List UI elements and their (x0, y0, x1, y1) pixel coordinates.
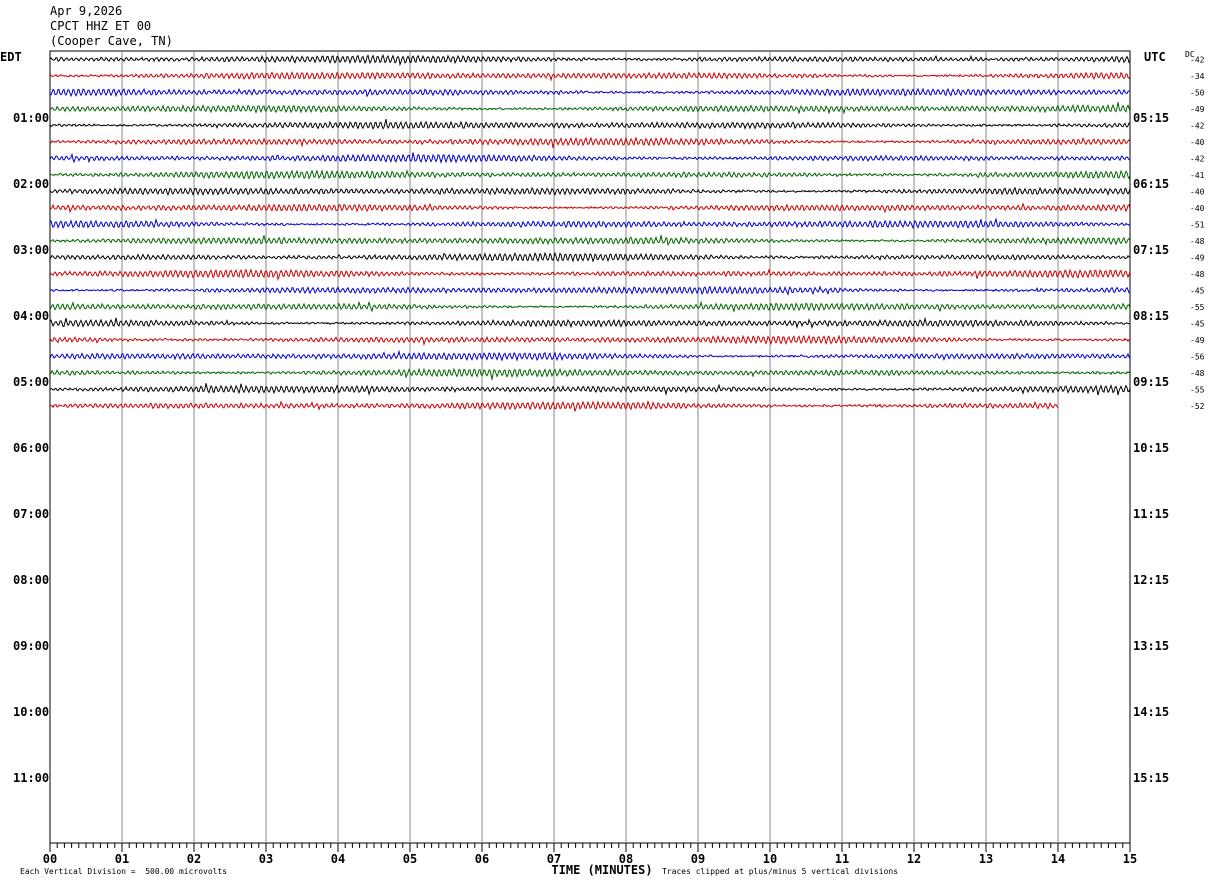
dc-offset-value: -50 (1190, 88, 1205, 97)
dc-offset-value: -52 (1190, 402, 1205, 411)
x-tick-label: 05 (403, 852, 417, 866)
plot-date: Apr 9,2026 (50, 4, 123, 18)
right-hour-label: 12:15 (1133, 573, 1169, 587)
left-hour-label: 02:00 (13, 177, 49, 191)
dc-offset-value: -42 (1190, 55, 1205, 64)
left-hour-label: 01:00 (13, 111, 49, 125)
dc-offset-value: -45 (1190, 286, 1205, 295)
right-hour-label: 09:15 (1133, 375, 1169, 389)
seismic-trace (49, 383, 1131, 396)
dc-offset-value: -40 (1190, 187, 1205, 196)
dc-offset-value: -45 (1190, 319, 1205, 328)
left-hour-label: 11:00 (13, 771, 49, 785)
seismic-trace (49, 285, 1131, 296)
left-hour-label: 05:00 (13, 375, 49, 389)
x-tick-label: 08 (619, 852, 633, 866)
right-hour-label: 15:15 (1133, 771, 1169, 785)
x-tick-label: 11 (835, 852, 849, 866)
right-hour-label: 14:15 (1133, 705, 1169, 719)
dc-offset-value: -55 (1190, 303, 1205, 312)
seismic-trace (49, 268, 1131, 281)
dc-offset-value: -48 (1190, 237, 1205, 246)
seismic-trace (49, 251, 1131, 263)
left-hour-label: 07:00 (13, 507, 49, 521)
right-hour-label: 05:15 (1133, 111, 1169, 125)
left-timezone-label: EDT (0, 50, 22, 64)
x-tick-label: 15 (1123, 852, 1137, 866)
dc-offset-value: -42 (1190, 121, 1205, 130)
seismic-trace (49, 87, 1131, 98)
dc-offset-value: -49 (1190, 105, 1205, 114)
left-hour-label: 10:00 (13, 705, 49, 719)
x-tick-label: 03 (259, 852, 273, 866)
seismic-trace (49, 334, 1131, 347)
dc-offset-value: -49 (1190, 336, 1205, 345)
seismic-trace (49, 217, 1131, 230)
right-hour-label: 10:15 (1133, 441, 1169, 455)
dc-offset-value: -55 (1190, 385, 1205, 394)
dc-header-label: DC (1185, 50, 1195, 59)
seismic-trace (49, 53, 1131, 67)
seismic-trace (49, 234, 1131, 247)
x-tick-label: 10 (763, 852, 777, 866)
scale-note: Each Vertical Division = 500.00 microvol… (20, 867, 228, 876)
left-hour-label: 03:00 (13, 243, 49, 257)
station-location: (Cooper Cave, TN) (50, 34, 173, 48)
x-tick-label: 13 (979, 852, 993, 866)
seismic-trace (49, 102, 1131, 115)
dc-offset-value: -42 (1190, 154, 1205, 163)
seismic-trace (49, 399, 1059, 412)
right-hour-label: 11:15 (1133, 507, 1169, 521)
seismic-trace (49, 169, 1131, 180)
station-code: CPCT HHZ ET 00 (50, 19, 152, 33)
left-hour-label: 09:00 (13, 639, 49, 653)
seismic-trace (49, 118, 1131, 130)
x-axis-title: TIME (MINUTES) (551, 863, 652, 877)
seismic-trace (49, 71, 1131, 82)
x-tick-label: 00 (43, 852, 57, 866)
dc-offset-value: -34 (1190, 72, 1205, 81)
right-hour-label: 07:15 (1133, 243, 1169, 257)
seismic-trace (49, 186, 1131, 197)
left-hour-label: 04:00 (13, 309, 49, 323)
seismic-trace (49, 300, 1131, 313)
left-hour-label: 08:00 (13, 573, 49, 587)
dc-offset-value: -51 (1190, 220, 1205, 229)
seismic-trace (49, 367, 1131, 380)
dc-offset-value: -40 (1190, 138, 1205, 147)
seismic-trace (50, 136, 1131, 149)
seismic-trace (49, 349, 1131, 362)
x-tick-label: 02 (187, 852, 201, 866)
dc-offset-value: -56 (1190, 352, 1205, 361)
plot-frame (49, 50, 1131, 844)
dc-offset-value: -40 (1190, 204, 1205, 213)
x-tick-label: 04 (331, 852, 345, 866)
dc-offset-value: -41 (1190, 171, 1205, 180)
dc-offset-value: -49 (1190, 253, 1205, 262)
x-tick-label: 01 (115, 852, 129, 866)
right-hour-label: 06:15 (1133, 177, 1169, 191)
clip-note: Traces clipped at plus/minus 5 vertical … (662, 867, 899, 876)
left-hour-label: 06:00 (13, 441, 49, 455)
dc-offset-value: -48 (1190, 369, 1205, 378)
right-hour-label: 13:15 (1133, 639, 1169, 653)
x-tick-label: 09 (691, 852, 705, 866)
x-tick-label: 14 (1051, 852, 1065, 866)
seismic-trace (49, 152, 1131, 164)
right-hour-label: 08:15 (1133, 309, 1169, 323)
seismic-trace (49, 316, 1131, 330)
x-tick-label: 12 (907, 852, 921, 866)
dc-offset-value: -48 (1190, 270, 1205, 279)
seismic-trace (49, 202, 1131, 214)
x-tick-label: 06 (475, 852, 489, 866)
right-timezone-label: UTC (1144, 50, 1166, 64)
x-tick-label: 07 (547, 852, 561, 866)
